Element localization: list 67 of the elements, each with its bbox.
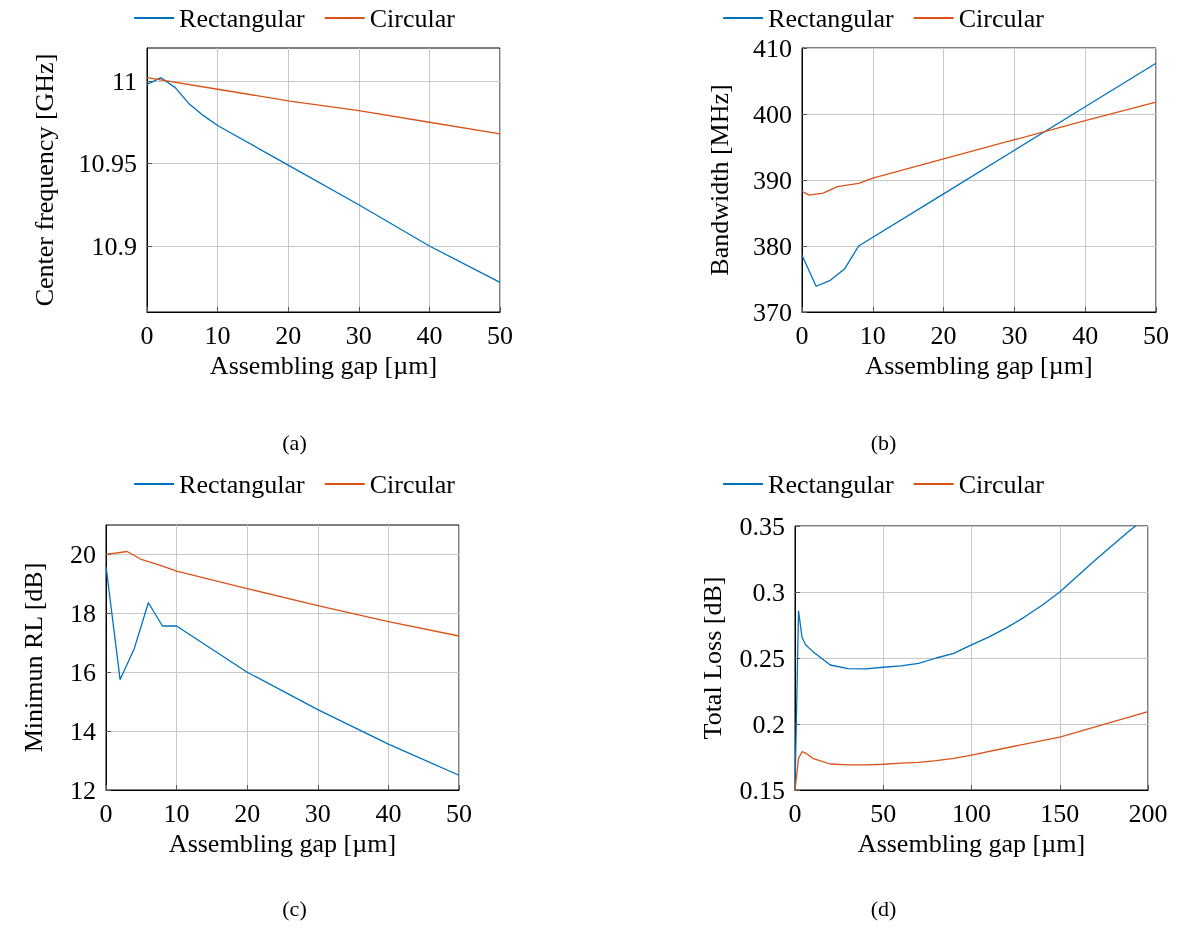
x-tick-label: 30: [304, 798, 331, 828]
line-series: [105, 565, 460, 776]
y-tick-label: 0.15: [739, 775, 785, 805]
line-series: [801, 62, 1157, 287]
x-tick-label: 30: [345, 320, 372, 350]
legend-label: Circular: [958, 469, 1045, 499]
x-tick-label: 10: [859, 320, 886, 350]
text: (d): [870, 895, 897, 921]
y-tick-label: 11: [111, 66, 137, 96]
text: (a): [282, 429, 307, 455]
line-series: [105, 550, 460, 637]
x-tick-label: 20: [234, 798, 261, 828]
y-tick-label: 16: [70, 657, 96, 687]
x-tick-label: 50: [1143, 320, 1169, 350]
y-tick-label: 14: [70, 716, 96, 746]
y-axis-title: Total Loss [dB]: [697, 576, 727, 740]
x-axis-title: Assembling gap [µm]: [209, 351, 438, 381]
x-tick-label: 0: [140, 320, 154, 350]
line-series: [801, 101, 1157, 196]
legend-label: Circular: [369, 3, 456, 33]
y-tick-label: 370: [753, 297, 792, 327]
y-tick-label: 20: [70, 539, 96, 569]
y-tick-label: 0.35: [739, 511, 785, 541]
legend-label: Rectangular: [179, 469, 306, 499]
legend-label: Rectangular: [768, 469, 895, 499]
text: (b): [870, 429, 897, 455]
x-axis-title: Assembling gap [µm]: [865, 351, 1093, 381]
x-tick-label: 0: [99, 798, 113, 828]
x-tick-label: 10: [204, 320, 231, 350]
y-tick-label: 0.25: [739, 643, 785, 673]
y-axis-title: Bandwidth [MHz]: [704, 84, 734, 276]
x-axis-title: Assembling gap [µm]: [857, 829, 1086, 859]
y-tick-label: 410: [753, 33, 792, 63]
y-tick-label: 18: [70, 598, 96, 628]
legend-label: Circular: [369, 469, 456, 499]
line-series: [146, 77, 501, 283]
x-tick-label: 100: [952, 798, 991, 828]
y-tick-label: 390: [753, 165, 792, 195]
y-tick-label: 0.2: [752, 709, 785, 739]
x-tick-label: 20: [275, 320, 302, 350]
y-tick-label: 400: [753, 99, 792, 129]
x-tick-label: 50: [870, 798, 897, 828]
x-tick-label: 40: [1072, 320, 1099, 350]
x-tick-label: 20: [930, 320, 957, 350]
line-series: [146, 77, 501, 135]
x-axis-title: Assembling gap [µm]: [168, 829, 397, 859]
y-tick-label: 0.3: [752, 577, 785, 607]
y-tick-label: 12: [70, 775, 96, 805]
x-tick-label: 40: [375, 798, 402, 828]
x-tick-label: 150: [1040, 798, 1080, 828]
x-tick-label: 30: [1001, 320, 1028, 350]
x-tick-label: 0: [795, 320, 809, 350]
x-tick-label: 50: [487, 320, 513, 350]
y-axis-title: Minimun RL [dB]: [18, 562, 48, 753]
legend-label: Circular: [958, 3, 1045, 33]
legend-label: Rectangular: [768, 3, 895, 33]
legend-label: Rectangular: [179, 3, 306, 33]
x-tick-label: 50: [446, 798, 472, 828]
text: (c): [282, 895, 307, 921]
x-tick-label: 200: [1128, 798, 1168, 828]
x-tick-label: 10: [163, 798, 190, 828]
y-tick-label: 10.9: [91, 231, 137, 261]
y-tick-label: 380: [753, 231, 792, 261]
y-axis-title: Center frequency [GHz]: [29, 53, 59, 307]
x-tick-label: 40: [416, 320, 443, 350]
y-tick-label: 10.95: [78, 149, 137, 178]
x-tick-label: 0: [788, 798, 802, 828]
